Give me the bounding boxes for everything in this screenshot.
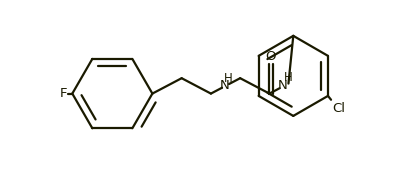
Text: H: H bbox=[223, 72, 232, 85]
Text: N: N bbox=[220, 79, 230, 92]
Text: F: F bbox=[59, 87, 67, 100]
Text: Cl: Cl bbox=[332, 102, 345, 115]
Text: O: O bbox=[266, 50, 276, 63]
Text: H: H bbox=[283, 71, 292, 83]
Text: N: N bbox=[278, 79, 287, 92]
